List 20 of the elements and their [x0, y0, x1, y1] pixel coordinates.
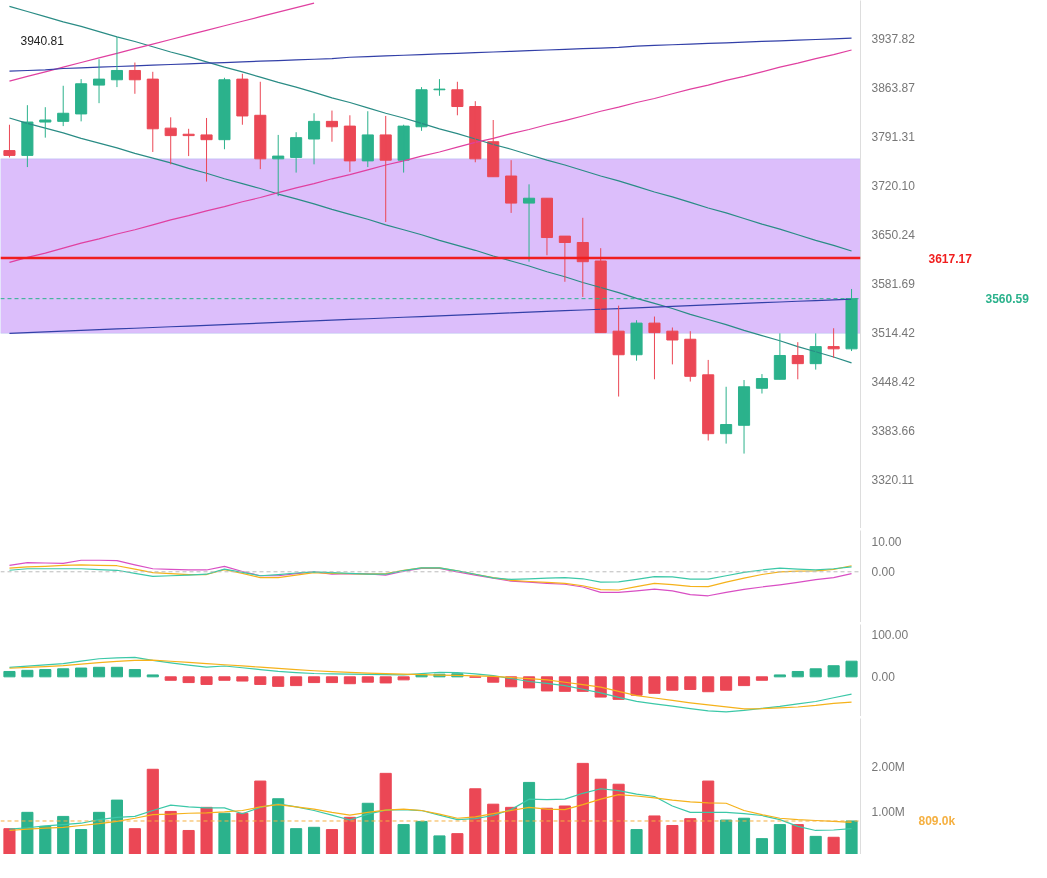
- y-tick-label: 0.00: [871, 670, 896, 685]
- y-tick-label: 3320.11: [871, 472, 915, 487]
- y-tick-label: 3383.66: [871, 423, 916, 438]
- y-tick-label: 100.00: [871, 628, 909, 643]
- y-tick-label: 1.00M: [871, 805, 905, 820]
- y-tick-label: 3650.24: [871, 228, 916, 243]
- y-tick-label: 3937.82: [871, 32, 916, 47]
- annotation: 3940.81: [20, 33, 65, 48]
- ref-line-label: 3617.17: [928, 251, 973, 266]
- y-tick-label: 3448.42: [871, 374, 916, 389]
- y-tick-label: 2.00M: [871, 760, 905, 775]
- y-tick-label: 3514.42: [871, 325, 916, 340]
- ref-line-label: 3560.59: [985, 292, 1030, 307]
- y-tick-label: 10.00: [871, 534, 902, 549]
- ref-line-label: 809.0k: [918, 814, 956, 828]
- y-tick-label: 3791.31: [871, 130, 916, 145]
- y-tick-label: 3581.69: [871, 276, 916, 291]
- y-tick-label: 3863.87: [871, 81, 916, 96]
- y-tick-label: 3720.10: [871, 179, 916, 194]
- y-tick-label: 0.00: [871, 565, 896, 580]
